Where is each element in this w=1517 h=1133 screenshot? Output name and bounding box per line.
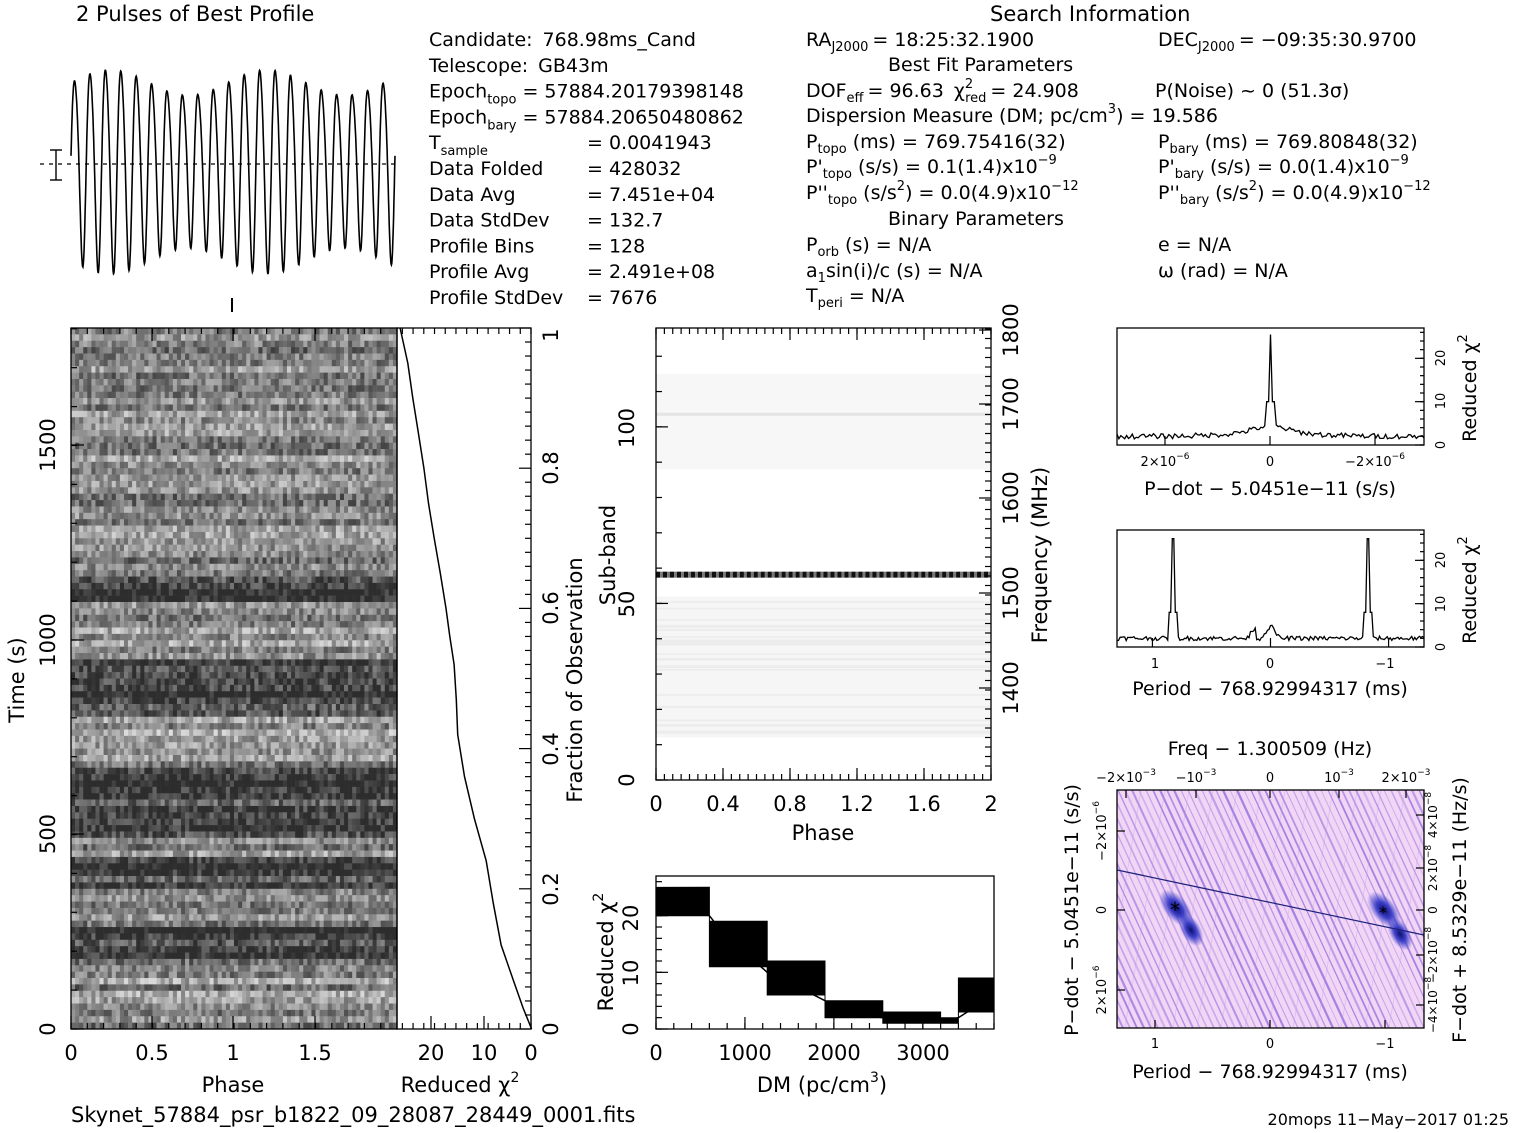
tp-xlabel: Phase [202, 1073, 265, 1097]
dm-chi-plot: 0 1000 2000 3000 DM (pc/cm3) 0 10 20 Red… [591, 875, 995, 1097]
cand-info-row: Profile StdDev = 7676 [429, 287, 657, 309]
svg-text:P''topo(s/s2) = 0.0(4.9)x10−12: P''topo (s/s2) = 0.0(4.9)x10−12 [806, 179, 1079, 208]
cand-info-row: Data StdDev = 132.7 [429, 210, 663, 232]
svg-text:DECJ2000= −09:35:30.9700: DECJ2000 = −09:35:30.9700 [1158, 29, 1416, 55]
period-xlabel: Period − 768.92994317 (ms) [1132, 678, 1408, 700]
pdot-chi-plot: 2×10−6 0 −2×10−6 P−dot − 5.0451e−11 (s/s… [1116, 327, 1481, 500]
cand-info-row: Tsample = 0.0041943 [428, 132, 712, 159]
svg-text:P(Noise) ~ 0 (51.3σ): P(Noise) ~ 0 (51.3σ) [1155, 80, 1349, 102]
subband-xlabel: Phase [792, 821, 855, 845]
tp-ytick-1: 500 [36, 814, 60, 854]
subband-ylabel: Sub-band [596, 505, 620, 605]
ppdot-ticks [1117, 790, 1424, 1028]
svg-text:P''bary(s/s2) = 0.0(4.9)x10−12: P''bary (s/s2) = 0.0(4.9)x10−12 [1158, 179, 1431, 208]
p-pdot-plot: * * Freq − 1.300509 (Hz) −2×10−3 −10−3 0… [1061, 738, 1471, 1083]
subband-heatmap [656, 373, 991, 738]
cand-info-row: Data Avg = 7.451e+04 [429, 184, 715, 206]
fdot-label: F−dot + 8.5329e−11 (Hz/s) [1449, 777, 1471, 1043]
time-phase-plot: 0 0.5 1 1.5 Phase 0 500 1000 1500 Time (… [5, 327, 398, 1097]
svg-text:a1sin(i)/c (s) = N/A: a1sin(i)/c (s) = N/A [806, 260, 982, 286]
subband-ticks [655, 328, 992, 781]
cand-info-row: Candidate: 768.98ms_Cand [429, 29, 696, 51]
profile-title: 2 Pulses of Best Profile [76, 2, 314, 26]
chi-time-frame [396, 327, 532, 1030]
ppdot-ylabel: P−dot − 5.0451e−11 (s/s) [1061, 784, 1083, 1036]
profile-line [70, 68, 396, 276]
freq-title: Freq − 1.300509 (Hz) [1168, 738, 1372, 760]
timestamp: 20mops 11−May−2017 01:25 [1268, 1110, 1509, 1129]
dm-xlabel: DM (pc/cm3) [757, 1070, 887, 1097]
chi-time-line [399, 327, 533, 1030]
time-phase-heatmap [71, 328, 398, 1030]
best-fit-marker: * [1170, 898, 1180, 922]
cand-info-row: Profile Avg = 2.491e+08 [429, 261, 715, 283]
svg-text:e = N/A: e = N/A [1158, 234, 1231, 256]
period-chi-plot: 1 0 −1 Period − 768.92994317 (ms) 0 10 2… [1116, 529, 1481, 700]
tp-xtick-1: 0.5 [135, 1041, 168, 1065]
cand-info-row: Telescope: GB43m [428, 55, 609, 77]
pdot-chi-ticks [1164, 331, 1424, 446]
pdot-chi-line [1116, 334, 1425, 441]
search-info-title: Search Information [990, 2, 1190, 26]
profile-plot [40, 68, 396, 312]
period-chi-ticks [1151, 533, 1424, 648]
svg-text:Dispersion Measure (DM; pc/cm3: Dispersion Measure (DM; pc/cm3) = 19.586 [806, 102, 1218, 127]
svg-text:Pbary(ms) = 769.80848(32): Pbary (ms) = 769.80848(32) [1158, 131, 1418, 157]
time-phase-ticks [70, 328, 382, 1030]
ct-xtick-2: 0 [524, 1041, 537, 1065]
filename: Skynet_57884_psr_b1822_09_28087_28449_00… [71, 1103, 635, 1128]
cand-info-row: Data Folded = 428032 [429, 158, 682, 180]
cand-info-row: Profile Bins = 128 [429, 235, 645, 257]
pdot-xlabel: P−dot − 5.0451e−11 (s/s) [1144, 478, 1396, 500]
tp-ytick-2: 1000 [36, 613, 60, 666]
cand-info-row: Epochtopo = 57884.20179398148 [429, 81, 744, 108]
dm-chi-area [655, 886, 995, 1024]
tp-ytick-3: 1500 [36, 418, 60, 471]
svg-text:Porb(s) = N/A: Porb (s) = N/A [806, 234, 931, 260]
svg-text:Tperi= N/A: Tperi = N/A [805, 285, 904, 311]
search-info: RAJ2000 = 18:25:32.1900 DECJ2000 = −09:35:… [805, 29, 1431, 311]
ppdot-xlabel: Period − 768.92994317 (ms) [1132, 1061, 1408, 1083]
cand-info-row: Epochbary = 57884.20650480862 [429, 106, 744, 133]
ct-xtick-0: 20 [418, 1041, 445, 1065]
svg-text:Ptopo(ms) = 769.75416(32): Ptopo (ms) = 769.75416(32) [806, 131, 1066, 157]
error-bar [50, 149, 62, 181]
tp-xtick-2: 1 [226, 1041, 239, 1065]
dm-chi-frame [655, 875, 995, 1030]
period-chi-frame [1116, 529, 1425, 648]
tp-ylabel: Time (s) [5, 637, 29, 723]
binary-title: Binary Parameters [888, 208, 1064, 230]
period-chi-line [1116, 538, 1425, 643]
candidate-info: Candidate: 768.98ms_Cand Telescope: GB43m Ep… [428, 29, 744, 309]
alias-marker: * [1379, 903, 1387, 922]
svg-text:P'topo(s/s) = 0.1(1.4)x10−9: P'topo (s/s) = 0.1(1.4)x10−9 [806, 153, 1057, 182]
fraction-label: Fraction of Observation [563, 557, 587, 802]
dm-chi-centerline [655, 903, 995, 1023]
frequency-label: Frequency (MHz) [1028, 467, 1052, 643]
tp-ytick-0: 0 [36, 1022, 60, 1035]
best-fit-title: Best Fit Parameters [888, 54, 1073, 76]
chi-time-ticks [401, 327, 532, 1030]
svg-text:P'bary(s/s) = 0.0(1.4)x10−9: P'bary (s/s) = 0.0(1.4)x10−9 [1158, 153, 1409, 182]
svg-text:ω (rad) = N/A: ω (rad) = N/A [1158, 260, 1288, 282]
tp-xtick-3: 1.5 [298, 1041, 331, 1065]
ct-xtick-1: 10 [471, 1041, 498, 1065]
chi-time-plot: 20 10 0 Reduced χ2 0 0.2 0.4 0.6 0.8 1 F… [396, 327, 587, 1097]
ct-xlabel: Reduced χ2 [401, 1070, 520, 1097]
svg-text:RAJ2000= 18:25:32.1900: RAJ2000 = 18:25:32.1900 [806, 29, 1034, 55]
dm-ylabel: Reduced χ2 [591, 893, 618, 1012]
subband-plot: 0 0.4 0.8 1.2 1.6 2 Phase 0 50 100 Sub-b… [596, 303, 1052, 845]
tp-xtick-0: 0 [64, 1041, 77, 1065]
ppdot-stripes [1117, 790, 1424, 1028]
